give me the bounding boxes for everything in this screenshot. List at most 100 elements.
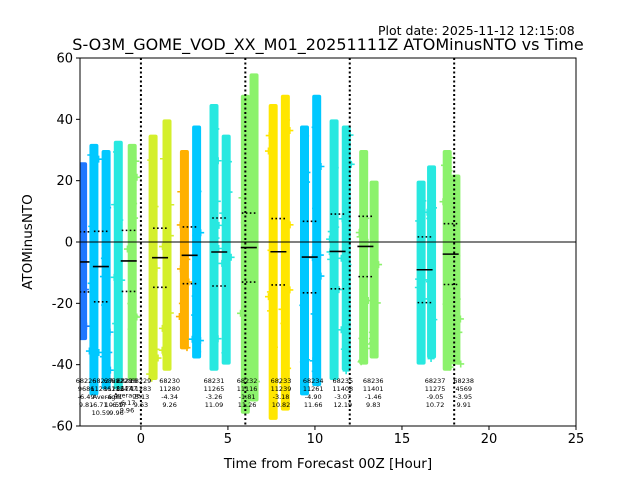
data-point [95, 155, 103, 163]
data-point [267, 246, 275, 254]
data-point [327, 228, 335, 236]
data-point [311, 123, 319, 131]
orbit-68237-group [414, 165, 438, 365]
data-point [249, 285, 257, 293]
data-point [227, 253, 235, 261]
orbit-68238-strip-0 [442, 150, 452, 371]
orbit-68233-strip-1 [280, 94, 290, 411]
data-point [80, 249, 87, 257]
data-point [301, 317, 309, 325]
overlap-label-average: Average [93, 393, 120, 401]
data-point [82, 322, 90, 330]
data-layer [80, 58, 576, 426]
data-point [278, 379, 286, 387]
data-point [362, 214, 370, 222]
data-point [191, 292, 199, 300]
chart-title: S-O3M_GOME_VOD_XX_M01_20251111Z ATOMinus… [72, 35, 583, 55]
data-point [369, 336, 377, 344]
data-point [85, 347, 93, 355]
data-point [280, 153, 288, 161]
data-point [183, 344, 191, 352]
data-point [419, 197, 427, 205]
overlap-annotation-line: Average [114, 392, 141, 400]
orbit-68238-strip-1 [451, 174, 461, 365]
data-point [420, 295, 428, 303]
data-point [215, 244, 223, 252]
orbit-68233-group [264, 94, 294, 420]
data-point [105, 348, 113, 356]
data-point [415, 275, 423, 283]
data-point [309, 357, 317, 365]
data-point [344, 261, 352, 269]
orbit-annotation-line: 11.26 [238, 401, 257, 409]
data-point [358, 334, 366, 342]
ticks-layer: 0 5 10 15 20 25 -60 -40 -20 0 20 40 60 [52, 52, 585, 448]
orbit-annotation-line: 11.09 [205, 401, 224, 409]
data-point [151, 203, 159, 211]
data-point [303, 168, 311, 176]
orbit-68233-strip-0 [268, 104, 278, 420]
overlap-label-mid: 68228 [111, 377, 132, 385]
orbit-annotation-line: 68231 [204, 377, 225, 385]
data-point [358, 225, 366, 233]
data-point [264, 147, 272, 155]
orbit-annotation-line: -3.95 [455, 393, 472, 401]
orbit-annotation-line: 11.66 [304, 401, 323, 409]
data-point [429, 204, 437, 212]
data-point [99, 273, 107, 281]
data-point [340, 345, 348, 353]
data-point [428, 269, 436, 277]
orbit-annotation-line: 68237 [425, 377, 446, 385]
y-tick-label: 0 [65, 236, 73, 251]
orbit-annotation-line: 68232 [237, 377, 258, 385]
data-point [286, 127, 294, 135]
data-point [106, 328, 114, 336]
x-tick-label: 10 [307, 432, 324, 447]
data-point [194, 348, 202, 356]
x-axis-label: Time from Forecast 00Z [Hour] [223, 456, 432, 472]
orbit-annotation-line: 9.83 [366, 401, 380, 409]
data-point [225, 188, 233, 196]
orbit-68227-group [85, 143, 114, 396]
data-point [101, 301, 109, 309]
orbit-annotation-line: 68238 [453, 377, 474, 385]
data-point [265, 132, 273, 140]
data-point [332, 223, 340, 231]
orbit-annotation-line: -3.18 [273, 393, 290, 401]
data-point [113, 373, 121, 381]
y-axis-label: ATOMinusNTO [20, 194, 36, 290]
data-point [370, 266, 378, 274]
data-point [266, 288, 274, 296]
orbit-annotation-line: 68234 [303, 377, 324, 385]
data-point [442, 175, 450, 183]
data-point [133, 173, 141, 181]
orbit-annotation-line: -3.07 [334, 393, 351, 401]
data-point [197, 229, 205, 237]
data-point [114, 273, 122, 281]
orbit-annotation-line: -5.13 [132, 393, 149, 401]
orbit-68226-group [80, 162, 91, 341]
data-point [223, 137, 231, 145]
overlap-annotation-line: -6.17 [119, 399, 136, 407]
orbit-68228-strip-1 [127, 143, 137, 380]
data-point [178, 299, 186, 307]
data-point [80, 231, 86, 239]
data-point [356, 233, 364, 241]
data-point [441, 161, 449, 169]
orbit-annotation-line: 11261 [303, 385, 324, 393]
data-point [271, 376, 279, 384]
data-point [368, 328, 376, 336]
orbit-annotation-line: 12.19 [333, 401, 352, 409]
data-point [194, 187, 202, 195]
orbit-annotation-line: -4.90 [305, 393, 322, 401]
orbit-68229-group [146, 119, 175, 382]
orbit-annotation-line: 68230 [159, 377, 180, 385]
x-tick-label: 5 [224, 432, 232, 447]
data-point [80, 247, 84, 255]
orbit-annotation-line: 10.59 [105, 401, 124, 409]
data-point [113, 148, 121, 156]
data-point [426, 214, 434, 222]
data-point [269, 185, 277, 193]
data-point [99, 353, 107, 361]
data-point [278, 305, 286, 313]
